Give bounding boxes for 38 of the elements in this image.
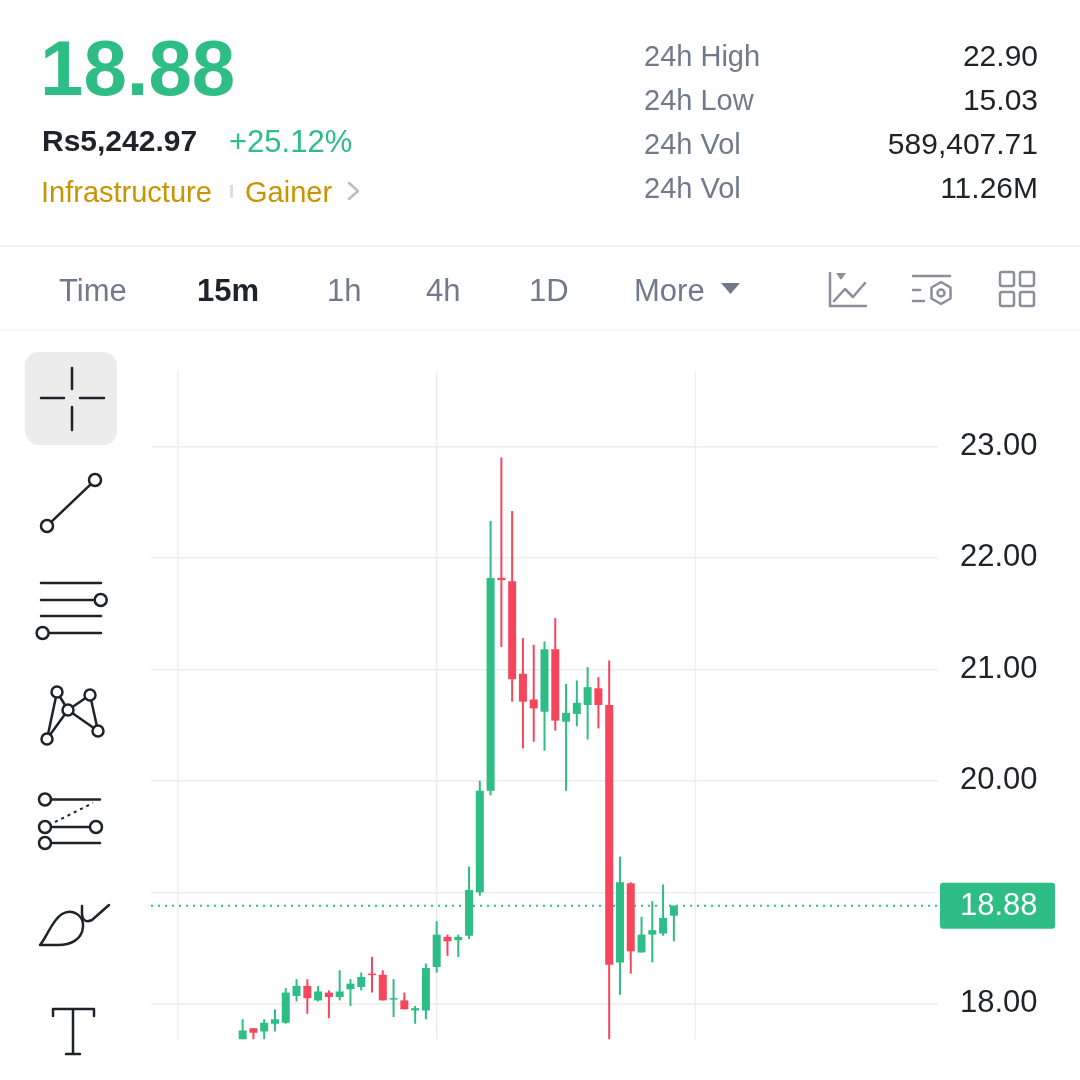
- text: Time: [59, 272, 127, 308]
- candlestick: [572, 679, 581, 728]
- candlestick: [270, 1008, 279, 1033]
- text: 24h Low: [644, 83, 754, 116]
- text: 24h Vol: [644, 127, 741, 160]
- text: More: [634, 272, 705, 308]
- candlestick: [659, 883, 668, 937]
- text: 15.03: [962, 83, 1038, 117]
- text: Infrastructure: [41, 175, 212, 208]
- text: Gainer: [245, 175, 333, 208]
- text: 24h Vol: [644, 171, 741, 204]
- y-tick-label: 20.00: [960, 761, 1038, 797]
- chart-subtitle: Rs5,242.97: [42, 124, 198, 158]
- candlestick: [260, 1018, 269, 1040]
- text: 1D: [529, 272, 569, 308]
- text: +25.12%: [229, 123, 353, 159]
- text: 589,407.71: [887, 127, 1038, 161]
- text: 11.26M: [940, 171, 1038, 205]
- candlestick: [529, 643, 538, 743]
- candlestick: [583, 666, 592, 741]
- candlestick: [292, 978, 301, 1003]
- candlestick: [637, 915, 646, 954]
- text: 1h: [327, 272, 362, 308]
- candlestick: [562, 682, 571, 792]
- y-tick-label: 22.00: [960, 538, 1038, 574]
- chart-title: 18.88: [40, 23, 236, 112]
- y-tick-label: 21.00: [960, 649, 1038, 685]
- y-tick-label: 18.00: [960, 984, 1038, 1020]
- text: 24h High: [644, 39, 761, 72]
- candlestick: [335, 969, 344, 1002]
- candlestick: [389, 978, 398, 1019]
- ref-line-label: 18.88: [960, 887, 1038, 923]
- candlestick: [594, 676, 603, 730]
- text: 22.90: [962, 39, 1038, 73]
- y-tick-label: 23.00: [960, 426, 1038, 462]
- candlestick: [303, 978, 312, 1015]
- text: 4h: [426, 272, 461, 308]
- text: 15m: [197, 272, 260, 308]
